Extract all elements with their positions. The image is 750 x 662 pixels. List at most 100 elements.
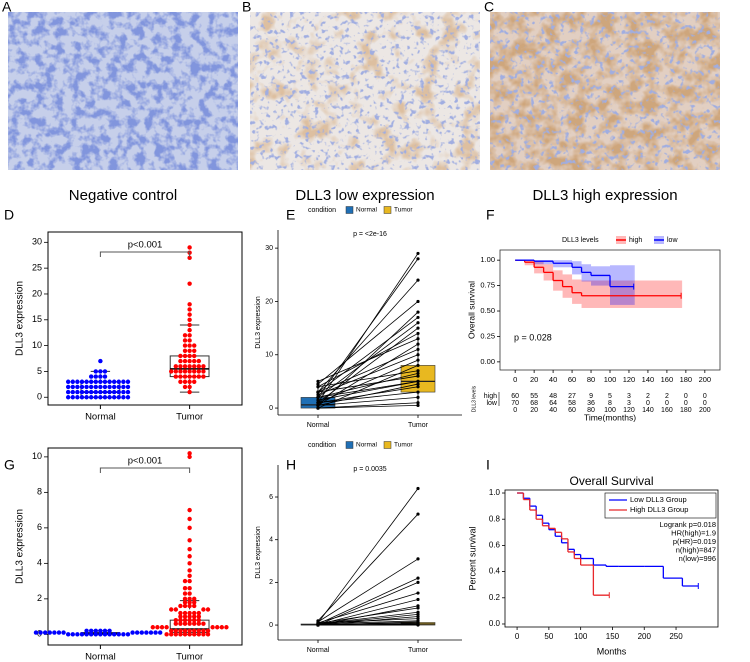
- x-tick-label: 60: [568, 407, 576, 414]
- y-tick-label: 25: [32, 263, 42, 273]
- x-tick-label: Tumor: [408, 647, 429, 654]
- data-point: [182, 621, 188, 626]
- data-point: [70, 632, 75, 637]
- risk-value: 55: [530, 393, 538, 400]
- data-point: [98, 395, 103, 400]
- legend-title: DLL3 levels: [562, 237, 599, 244]
- y-tick-label: 2: [269, 579, 273, 586]
- data-point: [192, 596, 197, 602]
- data-point: [187, 384, 192, 390]
- legend-box: [604, 492, 717, 519]
- data-point: [84, 389, 89, 395]
- confidence-band: [534, 260, 554, 265]
- y-tick-label: 0: [37, 392, 42, 402]
- data-point: [192, 353, 197, 359]
- data-point: [316, 390, 320, 394]
- y-tick-label: 30: [265, 245, 273, 252]
- pair-line: [317, 301, 419, 385]
- data-point: [196, 369, 202, 374]
- data-point: [169, 607, 174, 612]
- y-tick-label: 1.00: [480, 255, 495, 264]
- risk-value: 0: [646, 400, 650, 407]
- data-point: [93, 389, 98, 395]
- risk-value: 0: [684, 393, 688, 400]
- data-point: [182, 578, 188, 584]
- annotation: p = 0.028: [514, 332, 552, 342]
- data-point: [182, 348, 188, 353]
- risk-value: 0: [703, 400, 707, 407]
- data-point: [93, 628, 98, 634]
- x-tick-label: 50: [544, 632, 553, 641]
- data-point: [416, 604, 420, 608]
- x-tick-label: 200: [699, 407, 711, 414]
- data-point: [416, 403, 420, 408]
- data-point: [187, 374, 192, 379]
- data-point: [88, 628, 94, 634]
- y-tick-label: 10: [265, 352, 273, 359]
- data-point: [38, 630, 43, 635]
- y-tick-label: 0: [269, 405, 273, 412]
- chart-title: Overall Survival: [569, 474, 653, 488]
- data-point: [416, 385, 420, 389]
- data-point: [116, 379, 121, 384]
- data-point: [98, 374, 103, 379]
- y-tick-label: 2: [37, 593, 42, 603]
- data-point: [116, 389, 121, 395]
- data-point: [182, 600, 188, 605]
- data-point: [416, 347, 420, 352]
- data-point: [125, 389, 131, 395]
- data-point: [192, 610, 197, 616]
- data-point: [65, 379, 71, 384]
- panel-letter: D: [4, 207, 14, 223]
- risk-value: 70: [511, 400, 519, 407]
- data-point: [178, 603, 183, 609]
- data-point: [111, 389, 117, 395]
- data-point: [88, 374, 94, 379]
- data-point: [416, 591, 420, 595]
- y-axis-label: DLL3 expression: [255, 296, 262, 349]
- data-point: [316, 379, 320, 384]
- x-tick-label: 80: [587, 407, 595, 414]
- data-point: [205, 632, 211, 637]
- pair-line: [317, 381, 419, 401]
- data-point: [192, 358, 197, 364]
- data-point: [47, 630, 52, 635]
- data-point: [192, 343, 197, 348]
- data-point: [187, 586, 192, 591]
- x-tick-label: Normal: [307, 647, 330, 654]
- data-point: [416, 278, 420, 282]
- y-tick-label: 10: [32, 340, 42, 350]
- data-point: [182, 591, 188, 596]
- risk-value: 36: [587, 400, 595, 407]
- data-point: [187, 451, 192, 456]
- data-point: [201, 369, 206, 374]
- data-point: [182, 632, 188, 637]
- data-point: [178, 369, 183, 374]
- data-point: [157, 630, 163, 635]
- data-point: [416, 401, 420, 405]
- data-point: [98, 389, 103, 395]
- data-point: [416, 486, 420, 491]
- data-point: [148, 630, 154, 635]
- data-point: [93, 395, 98, 400]
- data-point: [187, 317, 192, 322]
- confidence-band: [610, 265, 634, 305]
- data-point: [196, 610, 202, 616]
- data-point: [182, 333, 188, 338]
- y-tick-label: 6: [269, 494, 273, 501]
- y-tick-label: 0.8: [489, 514, 501, 523]
- y-axis-label: Overall survival: [466, 281, 476, 339]
- data-point: [196, 364, 202, 369]
- image-caption: DLL3 high expression: [532, 187, 677, 204]
- data-point: [416, 557, 420, 561]
- x-tick-label: 100: [604, 407, 616, 414]
- data-point: [178, 364, 183, 369]
- bracket: [99, 467, 191, 473]
- y-tick-label: 4: [37, 558, 42, 568]
- annotation: n(high)=847: [676, 545, 716, 554]
- data-point: [173, 607, 179, 612]
- x-tick-label: 140: [642, 375, 655, 384]
- data-point: [182, 628, 188, 634]
- legend-swatch: [383, 441, 392, 449]
- y-tick-label: 0.00: [480, 357, 495, 366]
